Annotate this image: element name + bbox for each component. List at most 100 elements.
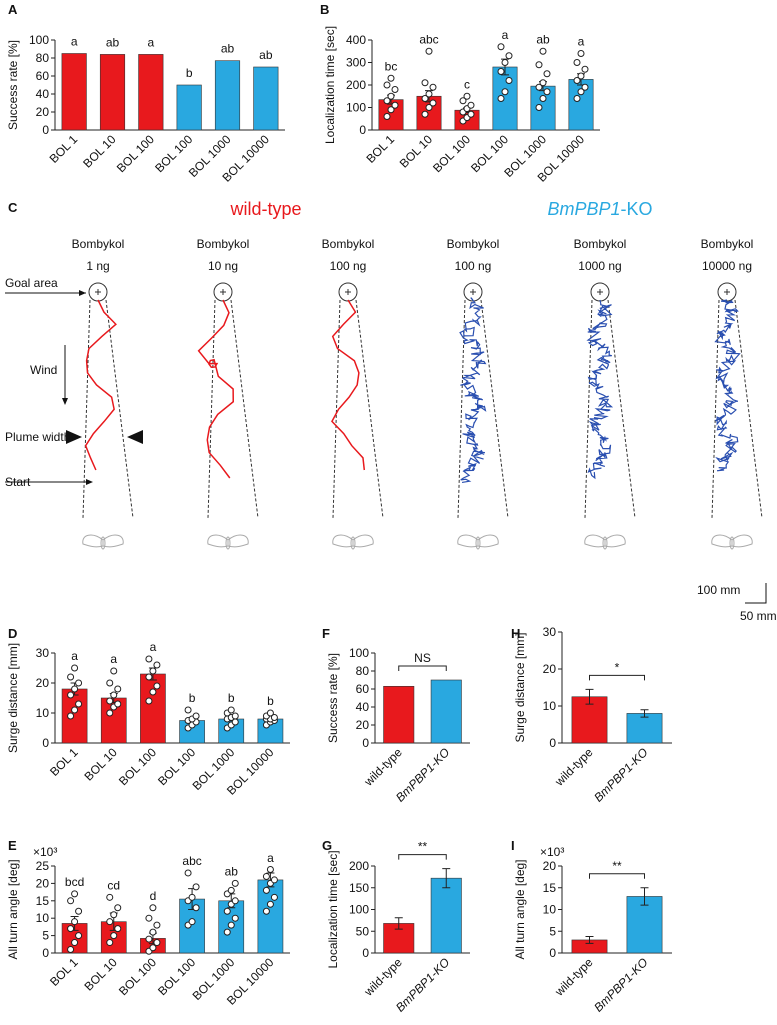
data-point [71,918,79,926]
trajectory [331,299,366,471]
goal-plus [95,289,101,295]
panel-label: B [320,2,329,17]
data-point [192,712,200,720]
data-point [106,709,114,717]
data-point [153,921,161,929]
y-axis-label: Localization time [sec] [323,26,337,144]
x-tick-label: wild-type [552,745,596,789]
dose-label: 100 ng [455,259,492,273]
data-point [110,932,118,940]
x-tick-label: BOL 10 [80,132,119,171]
arrow-head [62,398,68,405]
data-point [153,939,161,947]
data-point [75,907,83,915]
x-tick-label: BOL 100 [116,745,159,788]
odorant-label: Bombykol [322,237,375,251]
bar [99,54,126,131]
bar [492,66,518,131]
panel-label: D [8,626,17,641]
data-point [467,101,475,109]
data-point [497,68,505,75]
y-tick-label: 10 [543,699,557,713]
y-tick-label: 80 [36,51,50,65]
significance-letter: ab [106,35,120,49]
group-title: BmPBP1-KO [547,199,652,219]
moth-body [225,536,231,550]
error-bar [640,709,649,718]
data-point [421,79,429,87]
y-tick-label: 0 [549,736,556,750]
data-point [110,691,118,699]
plume-edge [82,299,91,519]
plume-label: Plume width [5,430,70,444]
moth-body [100,536,106,550]
moth-icon [457,534,499,550]
data-point [75,700,83,708]
data-point [227,886,235,894]
y-tick-label: 0 [42,123,49,137]
data-point [192,904,200,912]
moth-icon [207,534,249,550]
data-point [67,673,75,681]
data-point [188,918,196,926]
x-tick-label: wild-type [361,955,405,999]
bar [253,66,279,131]
data-point [223,928,231,936]
significance-letter: a [150,640,157,654]
y-tick-label: 0 [362,946,369,960]
y-tick-label: 5 [42,929,49,943]
data-point [497,43,505,51]
panel-label: F [322,626,330,641]
x-tick-label: BOL 100 [430,132,473,175]
data-point [184,869,192,877]
bar [61,53,87,131]
significance-bracket [589,674,645,681]
significance-letter: abc [419,32,438,46]
data-point [391,101,399,109]
bar [61,688,88,744]
data-point [106,893,114,901]
error-bar [585,935,594,944]
significance-letter: a [267,851,274,865]
y-tick-label: 100 [349,646,369,660]
moth-wing [82,534,124,548]
y-tick-label: 50 [356,924,370,938]
data-point [71,664,79,672]
odorant-label: Bombykol [701,237,754,251]
plume-edge [355,299,384,519]
data-point [535,104,543,111]
y-scale-label: ×10³ [540,845,564,859]
bar [176,84,202,131]
significance-letter: ab [259,48,273,62]
data-point [262,907,270,915]
panel-label: I [511,838,515,853]
significance-bracket [398,665,447,671]
y-tick-label: 10 [543,903,557,917]
data-point [145,914,153,922]
data-point [71,706,79,714]
data-point [67,691,75,699]
data-point [539,47,547,55]
y-tick-label: 20 [36,876,50,890]
significance-letter: a [502,28,509,42]
moth-wing [457,534,499,548]
bar [568,79,594,131]
significance-letter: bcd [65,875,84,889]
significance-letter: b [189,691,196,705]
data-point [539,95,547,102]
plume-marker [66,430,82,444]
significance-letter: ab [225,864,239,878]
significance-bracket [398,854,447,860]
data-point [573,77,581,84]
y-tick-label: 80 [356,664,370,678]
data-point [429,83,437,91]
bar [383,685,415,744]
y-tick-label: 25 [36,859,50,873]
x-tick-label: BmPBP1-KO [591,745,650,804]
plume-edge [607,299,636,519]
group-title: wild-type [229,199,301,219]
moth-wing [584,534,626,548]
data-point [106,918,114,926]
y-tick-label: 15 [36,894,50,908]
significance-letter: cd [107,878,120,892]
